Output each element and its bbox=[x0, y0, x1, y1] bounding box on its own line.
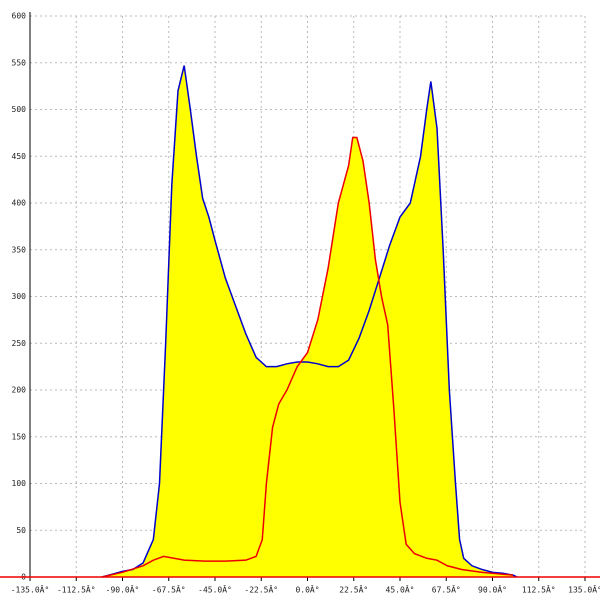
area bbox=[101, 137, 514, 578]
x-tick-label: -112.5Â° bbox=[57, 584, 96, 595]
x-tick-label: 135.0Â° bbox=[568, 584, 600, 595]
area bbox=[101, 65, 518, 578]
y-tick-label: 50 bbox=[16, 526, 26, 535]
x-tick-label: -67.5Â° bbox=[152, 584, 186, 595]
x-tick-label: 22.5Â° bbox=[339, 584, 368, 595]
x-tick-label: -90.0Â° bbox=[106, 584, 140, 595]
y-tick-label: 200 bbox=[12, 386, 27, 395]
y-tick-label: 350 bbox=[12, 245, 27, 254]
series-line bbox=[101, 136, 514, 578]
y-tick-label: 550 bbox=[12, 58, 27, 67]
y-tick-label: 400 bbox=[12, 199, 27, 208]
x-tick-label: 90.0Â° bbox=[478, 584, 507, 595]
x-tick-label: -45.0Â° bbox=[198, 584, 232, 595]
x-tick-label: 112.5Â° bbox=[522, 584, 556, 595]
x-tick-label: 45.0Â° bbox=[386, 584, 415, 595]
y-tick-label: 450 bbox=[12, 152, 27, 161]
series-line bbox=[101, 65, 518, 578]
x-tick-label: 67.5Â° bbox=[432, 584, 461, 595]
y-tick-label: 250 bbox=[12, 339, 27, 348]
x-tick-label: -22.5Â° bbox=[244, 584, 278, 595]
y-tick-label: 600 bbox=[12, 12, 27, 21]
x-tick-label: -135.0Â° bbox=[11, 584, 50, 595]
y-tick-label: 150 bbox=[12, 432, 27, 441]
y-tick-label: 300 bbox=[12, 292, 27, 301]
y-tick-label: 500 bbox=[12, 105, 27, 114]
y-tick-label: 100 bbox=[12, 479, 27, 488]
x-tick-label: 0.0Â° bbox=[295, 584, 319, 595]
